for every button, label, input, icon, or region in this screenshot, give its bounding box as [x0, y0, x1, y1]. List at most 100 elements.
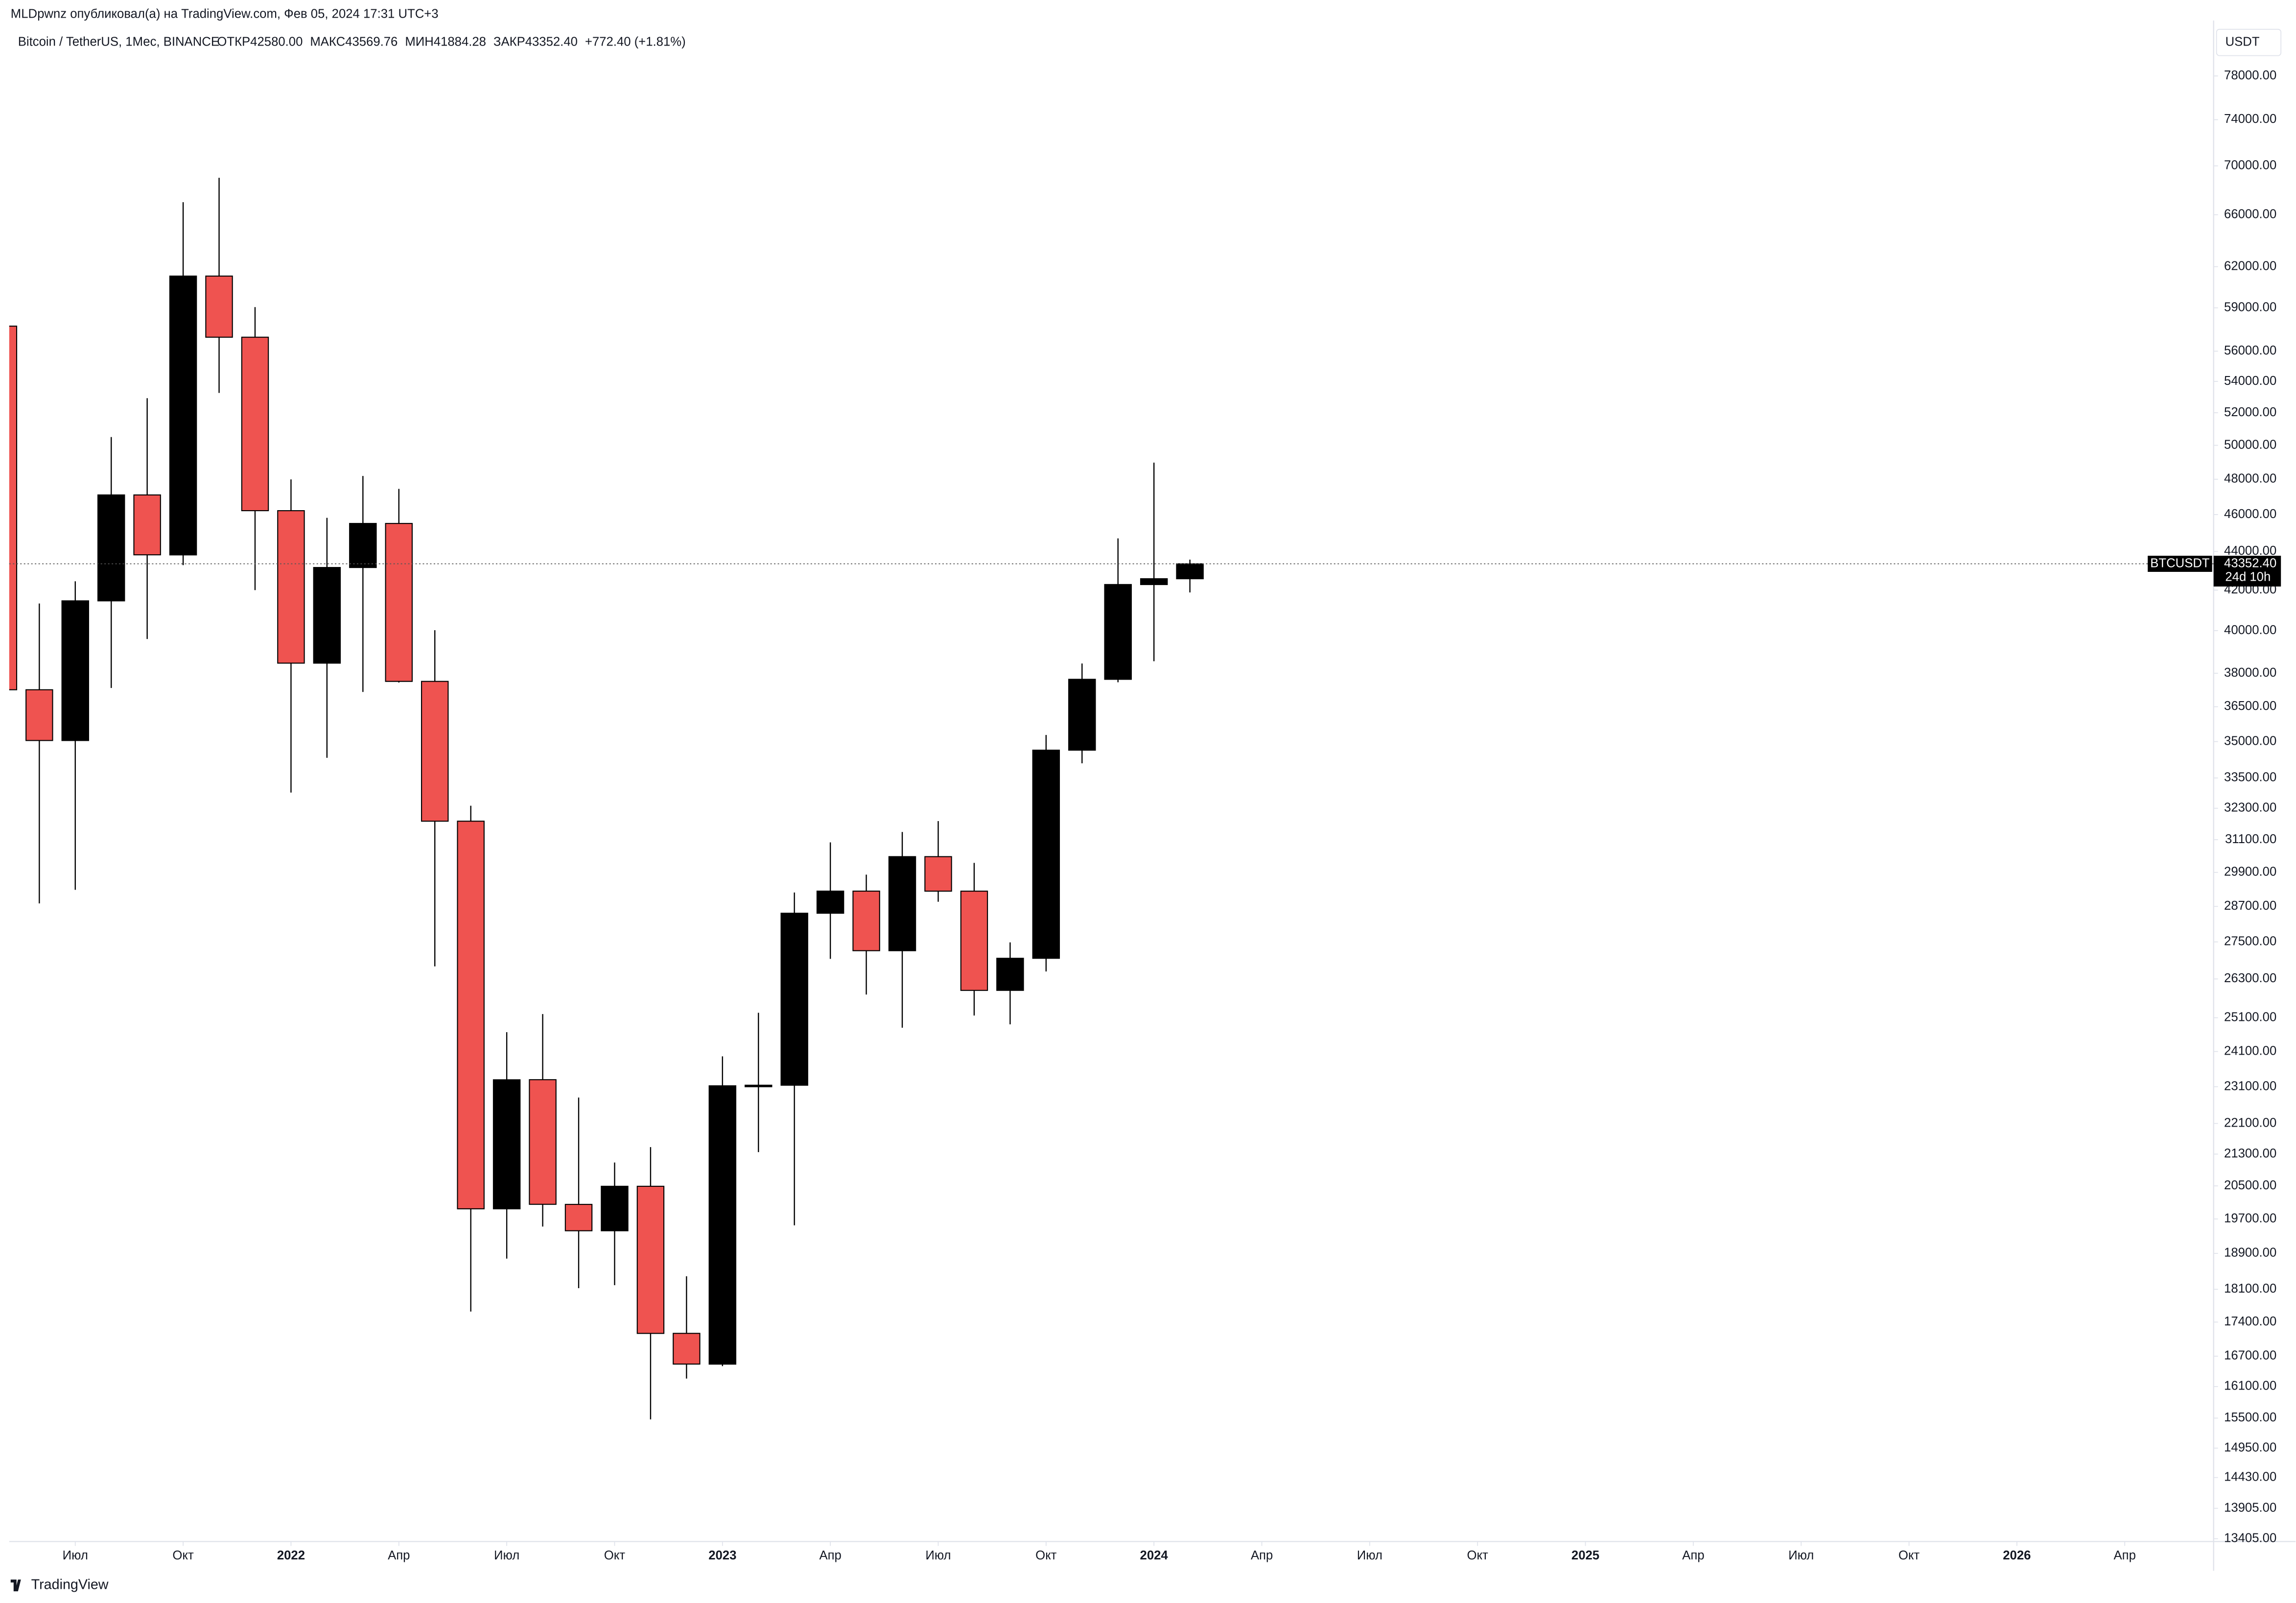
x-tick-label: Июл [1357, 1549, 1382, 1562]
y-tick-label: 16700.00 [2224, 1349, 2276, 1363]
y-tick-label: 78000.00 [2224, 69, 2276, 82]
candle-body [780, 913, 808, 1086]
candle-body [816, 890, 844, 914]
x-tick-label: 2022 [277, 1549, 305, 1562]
candle-body [133, 494, 161, 556]
candle-body [205, 275, 233, 338]
candle-body [745, 1084, 773, 1087]
candle-body [492, 1079, 521, 1209]
y-tick-label: 19700.00 [2224, 1211, 2276, 1225]
y-tick-label: 44000.00 [2224, 544, 2276, 558]
y-tick-label: 74000.00 [2224, 112, 2276, 126]
candle-body [673, 1333, 701, 1365]
ohlc-legend-item: ОТКР42580.00 [217, 35, 303, 49]
y-tick-label: 18900.00 [2224, 1246, 2276, 1260]
x-tick-label: 2025 [1571, 1549, 1599, 1562]
currency-box[interactable] [2216, 28, 2282, 56]
candle-body [1140, 578, 1168, 585]
x-tick-label: Июл [494, 1549, 519, 1562]
y-tick-label: 15500.00 [2224, 1411, 2276, 1424]
currency-label[interactable]: USDT [2226, 35, 2260, 49]
y-tick-label: 27500.00 [2224, 935, 2276, 948]
y-tick-label: 20500.00 [2224, 1179, 2276, 1192]
publisher-header: MLDpwnz опубликовал(а) на TradingView.co… [11, 7, 439, 21]
y-tick-label: 50000.00 [2224, 438, 2276, 451]
candle-body [9, 326, 18, 690]
candle-body [996, 958, 1024, 991]
y-tick-label: 54000.00 [2224, 374, 2276, 388]
candle-body [241, 336, 269, 512]
x-tick-label: Окт [172, 1549, 194, 1562]
x-tick-label: Июл [1788, 1549, 1814, 1562]
candle-body [25, 689, 53, 741]
y-tick-label: 17400.00 [2224, 1315, 2276, 1328]
x-tick-label: 2024 [1140, 1549, 1169, 1562]
plot-area [9, 178, 1204, 1420]
y-tick-label: 70000.00 [2224, 159, 2276, 172]
x-tick-label: Окт [1467, 1549, 1489, 1562]
y-tick-label: 59000.00 [2224, 301, 2276, 314]
candle-body [1068, 679, 1096, 751]
y-tick-label: 14430.00 [2224, 1470, 2276, 1484]
y-tick-label: 48000.00 [2224, 472, 2276, 486]
candle-body [61, 600, 89, 741]
last-price-label: 43352.40 [2224, 556, 2276, 570]
x-tick-label: 2023 [708, 1549, 736, 1562]
x-tick-label: Апр [2114, 1549, 2136, 1562]
y-tick-label: 18100.00 [2224, 1282, 2276, 1296]
countdown-label: 24d 10h [2225, 570, 2271, 584]
y-tick-label: 21300.00 [2224, 1147, 2276, 1160]
candle-body [529, 1079, 557, 1205]
x-tick-label: Апр [388, 1549, 410, 1562]
candle-body [564, 1203, 593, 1231]
y-tick-label: 13905.00 [2224, 1501, 2276, 1514]
candle-body [636, 1185, 665, 1334]
y-tick-label: 46000.00 [2224, 507, 2276, 521]
y-tick-label: 28700.00 [2224, 899, 2276, 913]
y-tick-label: 23100.00 [2224, 1079, 2276, 1093]
y-tick-label: 16100.00 [2224, 1379, 2276, 1393]
y-tick-label: 25100.00 [2224, 1010, 2276, 1024]
candle-body [421, 681, 449, 822]
ohlc-legend-item: МИН41884.28 [405, 35, 486, 49]
x-tick-label: Июл [63, 1549, 88, 1562]
x-tick-label: Апр [1251, 1549, 1273, 1562]
ticker-label: BTCUSDT [2150, 556, 2210, 570]
y-tick-label: 52000.00 [2224, 405, 2276, 419]
y-tick-label: 24100.00 [2224, 1044, 2276, 1058]
candle-body [169, 275, 197, 556]
y-tick-label: 38000.00 [2224, 666, 2276, 680]
symbol-legend: Bitcoin / TetherUS, 1Мес, BINANCE [18, 35, 219, 49]
candle-body [1032, 750, 1060, 959]
y-tick-label: 33500.00 [2224, 771, 2276, 784]
y-tick-label: 13405.00 [2224, 1532, 2276, 1545]
candle-body [888, 856, 916, 951]
candle-body [960, 891, 988, 991]
candle-body [852, 890, 880, 951]
ohlc-legend-item: +772.40 (+1.81%) [585, 35, 686, 49]
candle-body [1176, 563, 1204, 580]
y-tick-label: 56000.00 [2224, 344, 2276, 357]
candle-body [1104, 584, 1132, 680]
candle-body [313, 567, 341, 664]
y-tick-label: 36500.00 [2224, 699, 2276, 713]
y-tick-label: 32300.00 [2224, 801, 2276, 815]
y-tick-label: 35000.00 [2224, 734, 2276, 748]
y-tick-label: 66000.00 [2224, 207, 2276, 221]
ticker-label-box [2148, 556, 2212, 572]
candle-body [277, 510, 305, 664]
candle-body [97, 494, 125, 602]
ohlc-legend-item: МАКС43569.76 [310, 35, 398, 49]
ohlc-legend-item: ЗАКР43352.40 [493, 35, 578, 49]
candle-body [385, 523, 413, 682]
y-tick-label: 29900.00 [2224, 865, 2276, 879]
x-tick-label: Окт [604, 1549, 626, 1562]
tv-logo [10, 1579, 21, 1592]
y-tick-label: 62000.00 [2224, 259, 2276, 273]
x-tick-label: Апр [819, 1549, 841, 1562]
y-tick-label: 14950.00 [2224, 1440, 2276, 1454]
candle-body [708, 1085, 737, 1365]
y-tick-label: 31100.00 [2225, 832, 2276, 846]
candle-body [924, 856, 952, 892]
